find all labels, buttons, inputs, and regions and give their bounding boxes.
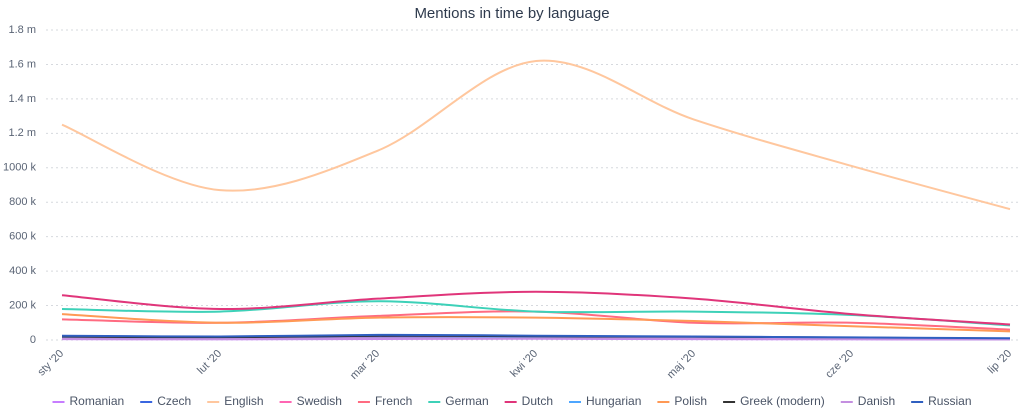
y-tick-label: 600 k xyxy=(9,231,36,243)
legend-label: Swedish xyxy=(297,394,342,408)
x-tick-label: mar '20 xyxy=(348,348,382,382)
legend-label: Hungarian xyxy=(586,394,641,408)
series-line xyxy=(61,290,1011,326)
y-tick-label: 1.4 m xyxy=(8,93,36,105)
x-tick-label: lip '20 xyxy=(986,348,1015,377)
y-tick-label: 1000 k xyxy=(3,162,37,174)
x-tick-label: lut '20 xyxy=(195,348,224,377)
y-tick-label: 400 k xyxy=(9,265,36,277)
y-tick-label: 1.2 m xyxy=(8,127,36,139)
y-tick-label: 0 xyxy=(30,334,36,346)
legend-label: Dutch xyxy=(522,394,553,408)
series-line xyxy=(61,59,1011,211)
series-line xyxy=(61,337,1011,341)
chart-title: Mentions in time by language xyxy=(414,5,609,22)
x-tick-label: maj '20 xyxy=(665,348,698,381)
legend-label: Polish xyxy=(674,394,707,408)
legend-label: Danish xyxy=(858,394,895,408)
x-tick-label: sty '20 xyxy=(35,348,66,379)
x-tick-label: cze '20 xyxy=(823,348,856,381)
legend-label: Greek (modern) xyxy=(740,394,825,408)
y-tick-label: 1.6 m xyxy=(8,58,36,70)
series-line xyxy=(61,313,1011,333)
y-tick-label: 1.8 m xyxy=(8,24,36,36)
legend-label: Russian xyxy=(928,394,971,408)
legend-label: English xyxy=(224,394,263,408)
legend-label: Czech xyxy=(157,394,191,408)
series-line xyxy=(61,333,1011,340)
legend-label: French xyxy=(375,394,412,408)
legend-label: German xyxy=(445,394,488,408)
y-tick-label: 800 k xyxy=(9,196,36,208)
legend-label: Romanian xyxy=(70,394,125,408)
y-tick-label: 200 k xyxy=(9,299,36,311)
legend: Romanian Czech English Swedish French German D… xyxy=(52,394,972,408)
x-tick-label: kwi '20 xyxy=(508,348,540,380)
